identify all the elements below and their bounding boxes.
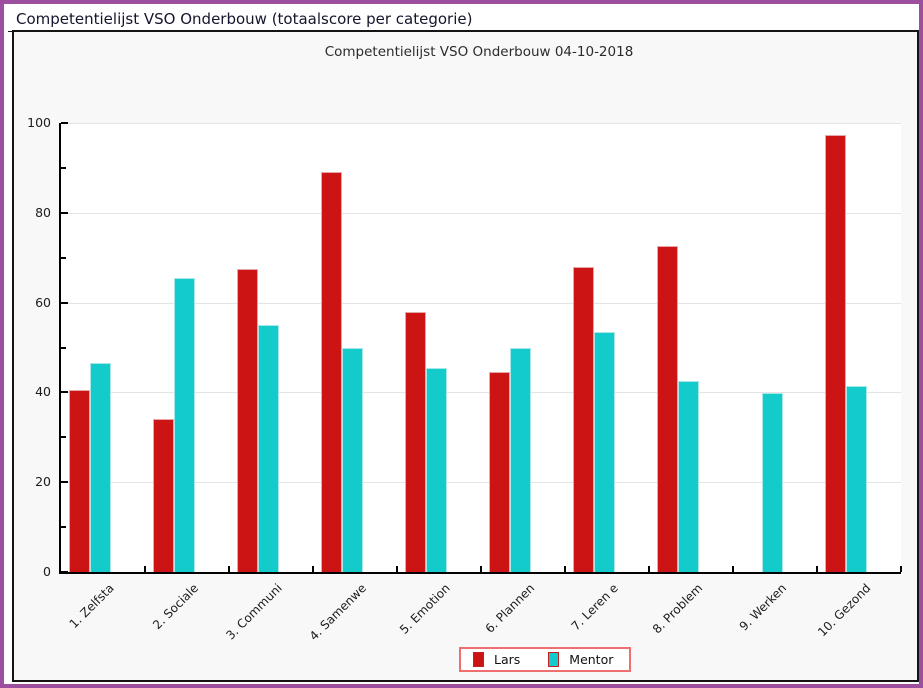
bar-mentor — [510, 347, 531, 572]
y-axis-major-tick — [61, 391, 68, 394]
y-axis-tick-label: 40 — [35, 384, 51, 400]
bar-lars — [405, 311, 426, 572]
y-axis-minor-tick — [61, 346, 66, 349]
legend-swatch-lars — [473, 652, 484, 667]
bar-lars — [489, 372, 510, 572]
x-axis-category-label: 7. Leren e — [568, 581, 621, 634]
page-title: Competentielijst VSO Onderbouw (totaalsc… — [8, 8, 915, 32]
legend-swatch-mentor — [548, 652, 560, 667]
bar-lars — [657, 246, 678, 572]
x-axis-category-label: 3. Communi — [223, 581, 285, 643]
x-axis-category-label: 10. Gezond — [814, 581, 873, 640]
bar-lars — [237, 268, 258, 572]
x-axis-category-label: 5. Emotion — [397, 581, 453, 637]
bar-lars — [321, 172, 342, 572]
y-axis-major-tick — [61, 211, 68, 214]
x-axis-category-label: 2. Sociale — [149, 581, 201, 633]
y-axis-minor-tick — [61, 166, 66, 169]
gridline — [61, 212, 901, 214]
x-axis-tick — [816, 566, 818, 572]
y-axis-tick-label: 60 — [35, 294, 51, 310]
gridline — [61, 482, 901, 484]
chart-title: Competentielijst VSO Onderbouw 04-10-201… — [324, 44, 634, 60]
x-axis-tick — [648, 566, 650, 572]
y-axis-minor-tick — [61, 436, 66, 439]
legend: Lars Mentor — [459, 647, 632, 672]
bar-mentor — [258, 325, 279, 572]
bar-mentor — [762, 393, 783, 572]
y-axis-tick-label: 20 — [35, 474, 51, 490]
y-axis-tick-label: 0 — [43, 564, 51, 579]
x-axis-tick — [228, 566, 230, 572]
x-axis-tick — [480, 566, 482, 572]
bar-mentor — [846, 385, 867, 572]
bar-lars — [573, 266, 594, 572]
x-axis-category-label: 8. Problem — [649, 581, 705, 637]
bar-lars — [69, 390, 90, 572]
y-axis-major-tick — [61, 481, 68, 484]
legend-label: Lars — [494, 652, 521, 667]
x-axis-category-label: 6. Plannen — [482, 581, 537, 636]
y-axis-tick-label: 80 — [35, 204, 51, 220]
y-axis-major-tick — [61, 122, 68, 124]
x-axis-tick — [396, 566, 398, 572]
bar-lars — [825, 135, 846, 572]
y-axis-major-tick — [61, 571, 68, 573]
bar-mentor — [678, 381, 699, 572]
bar-mentor — [90, 363, 111, 572]
y-axis-minor-tick — [61, 526, 66, 529]
x-axis-tick — [312, 566, 314, 572]
y-axis-tick-label: 100 — [27, 115, 51, 130]
x-axis-category-label: 4. Samenwe — [306, 581, 369, 644]
plot-area: 0 20 40 60 80 100 1. Zelfsta 2. Sociale 3. Commu… — [27, 115, 902, 643]
y-axis-minor-tick — [61, 256, 66, 259]
bar-mentor — [342, 347, 363, 572]
legend-label: Mentor — [569, 652, 614, 667]
bar-mentor — [426, 367, 447, 572]
x-axis-tick — [144, 566, 146, 572]
x-axis-category-label: 9. Werken — [736, 581, 789, 634]
legend-item-lars: Lars — [473, 652, 520, 667]
gridline — [61, 123, 901, 124]
bar-lars — [153, 419, 174, 572]
gridline — [61, 392, 901, 394]
x-axis-tick — [564, 566, 566, 572]
legend-item-mentor: Mentor — [548, 652, 613, 667]
y-axis-major-tick — [61, 301, 68, 304]
x-axis-tick — [900, 566, 902, 572]
bar-mentor — [174, 277, 195, 572]
x-axis-category-label: 1. Zelfsta — [66, 581, 117, 632]
bar-mentor — [594, 331, 615, 572]
gridline — [61, 302, 901, 304]
x-axis-tick — [732, 566, 734, 572]
chart-frame: Competentielijst VSO Onderbouw 04-10-201… — [12, 30, 919, 682]
